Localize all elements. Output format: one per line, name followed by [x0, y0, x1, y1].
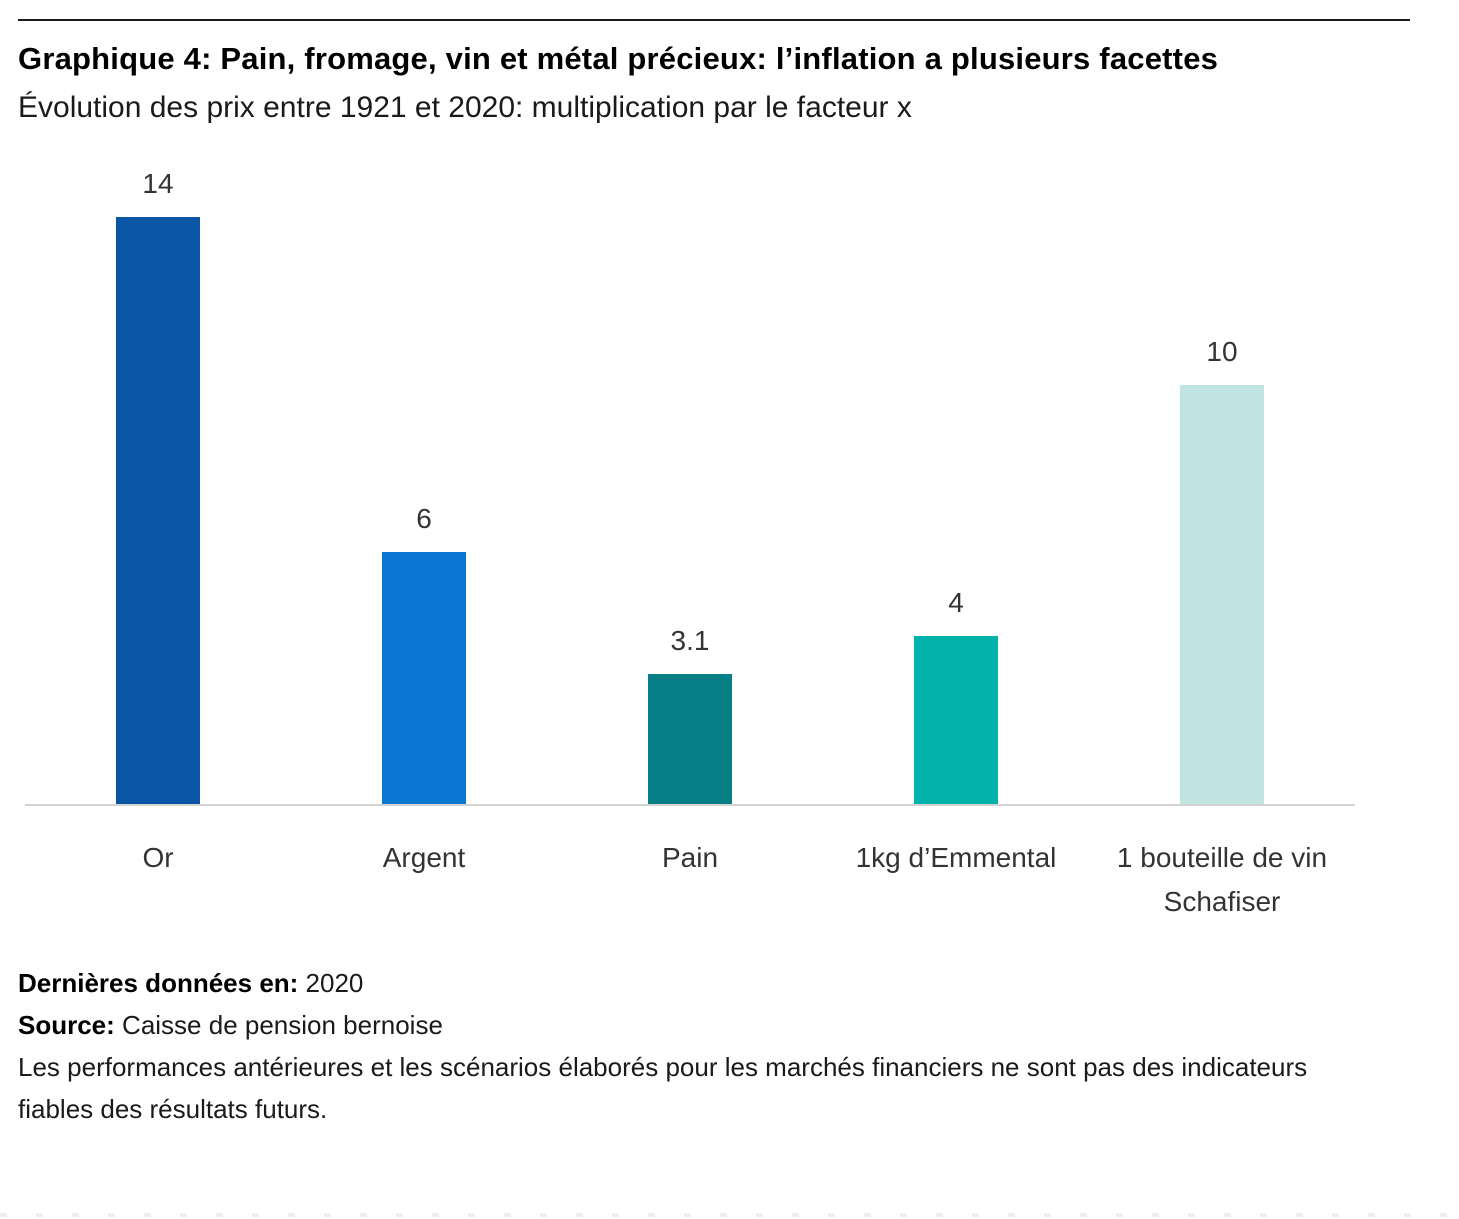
bar-slot-2: 3.1 [557, 624, 823, 804]
bar-value-label: 4 [948, 587, 964, 618]
bar-value-label: 10 [1206, 336, 1238, 367]
bar-slot-4: 10 [1089, 335, 1355, 804]
chart-plot-area: 14 6 3.1 4 10 [25, 154, 1355, 806]
bar-slot-1: 6 [291, 502, 557, 804]
bar-value-label: 14 [142, 168, 174, 199]
chart-title: Graphique 4: Pain, fromage, vin et métal… [18, 41, 1219, 76]
category-label: Or [142, 842, 174, 873]
last-data-label: Dernières données en: [18, 968, 299, 998]
page-bottom-dotted-divider [0, 1213, 1459, 1217]
bar [648, 674, 732, 804]
bar [116, 217, 200, 804]
top-divider-rule [18, 19, 1410, 21]
bar-value-label: 3.1 [670, 625, 710, 656]
chart-category-axis: Or Argent Pain 1kg d’Emmental 1 bouteille de… [25, 836, 1355, 924]
bar-chart: 14 6 3.1 4 10 Or Argent Pain 1kg d’Emmental 1 bo… [25, 154, 1355, 924]
bar [1180, 385, 1264, 804]
bar-value-label: 6 [416, 503, 432, 534]
source-value: Caisse de pension bernoise [122, 1010, 443, 1040]
chart-subtitle: Évolution des prix entre 1921 et 2020: m… [18, 91, 912, 124]
bar [914, 636, 998, 804]
last-data-value: 2020 [305, 968, 364, 998]
source-line: Source: Caisse de pension bernoise [18, 1004, 1441, 1046]
category-label: 1kg d’Emmental [855, 842, 1057, 873]
disclaimer-text: Les performances antérieures et les scén… [18, 1052, 1308, 1124]
bar [382, 552, 466, 804]
report-page: Graphique 4: Pain, fromage, vin et métal… [0, 19, 1459, 1219]
category-label: Argent [382, 842, 466, 873]
source-label: Source: [18, 1010, 115, 1040]
chart-footer: Dernières données en: 2020 Source: Caiss… [18, 962, 1441, 1130]
bar-slot-0: 14 [25, 167, 291, 804]
category-label: Pain [661, 842, 719, 873]
category-label: 1 bouteille de vin Schafiser [1116, 842, 1328, 917]
last-data-line: Dernières données en: 2020 [18, 962, 1441, 1004]
bar-slot-3: 4 [823, 586, 1089, 804]
